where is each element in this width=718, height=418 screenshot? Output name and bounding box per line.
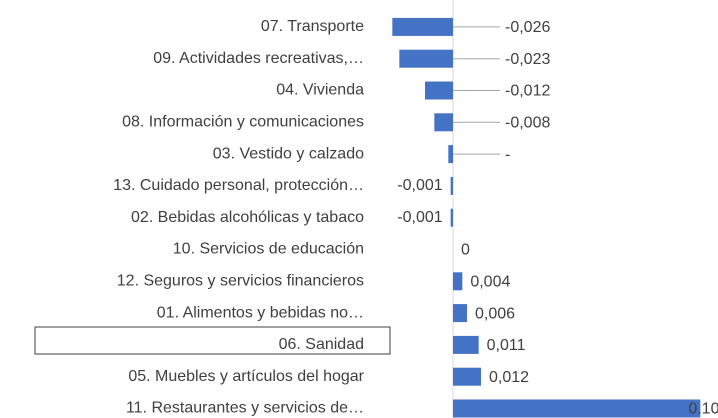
category-label: 02. Bebidas alcohólicas y tabaco [131,209,364,226]
value-label: 0,006 [475,305,515,322]
selection-box [34,326,391,355]
value-label: 0,011 [487,337,526,354]
bar [450,176,453,195]
bar [453,335,479,354]
value-label: 0,012 [489,369,529,386]
category-label: 08. Información y comunicaciones [122,114,364,131]
category-label: 04. Vivienda [276,82,364,99]
category-label: 03. Vestido y calzado [213,145,364,162]
value-label: -0,023 [505,51,550,68]
category-label: 06. Sanidad [279,336,364,353]
value-label: 0.106 [688,401,718,418]
category-label: 09. Actividades recreativas,… [153,50,364,67]
category-label: 11. Restaurantes y servicios de… [126,400,364,417]
bar [425,81,453,100]
value-label: 0,004 [470,274,510,291]
value-label: 0 [461,242,470,259]
category-label: 13. Cuidado personal, protección… [113,177,364,194]
category-label: 01. Alimentos y bebidas no… [157,304,364,321]
bar [453,367,481,386]
bar [453,272,463,291]
category-label: 05. Muebles y artículos del hogar [128,368,364,385]
category-label: 12. Seguros y servicios financieros [117,273,364,290]
bar [453,399,701,418]
category-label: 07. Transporte [261,18,364,35]
bar [450,208,453,227]
value-label: - [505,146,510,163]
category-label: 10. Servicios de educación [173,241,364,258]
bar [399,49,453,68]
bar [434,113,453,132]
value-label: -0,001 [397,177,442,194]
value-label: -0,026 [505,19,550,36]
value-label: -0,008 [505,115,550,132]
value-label: -0,001 [397,209,442,226]
bar [448,145,453,164]
bar [453,304,467,323]
value-label: -0,012 [505,83,550,100]
bar [392,17,453,36]
